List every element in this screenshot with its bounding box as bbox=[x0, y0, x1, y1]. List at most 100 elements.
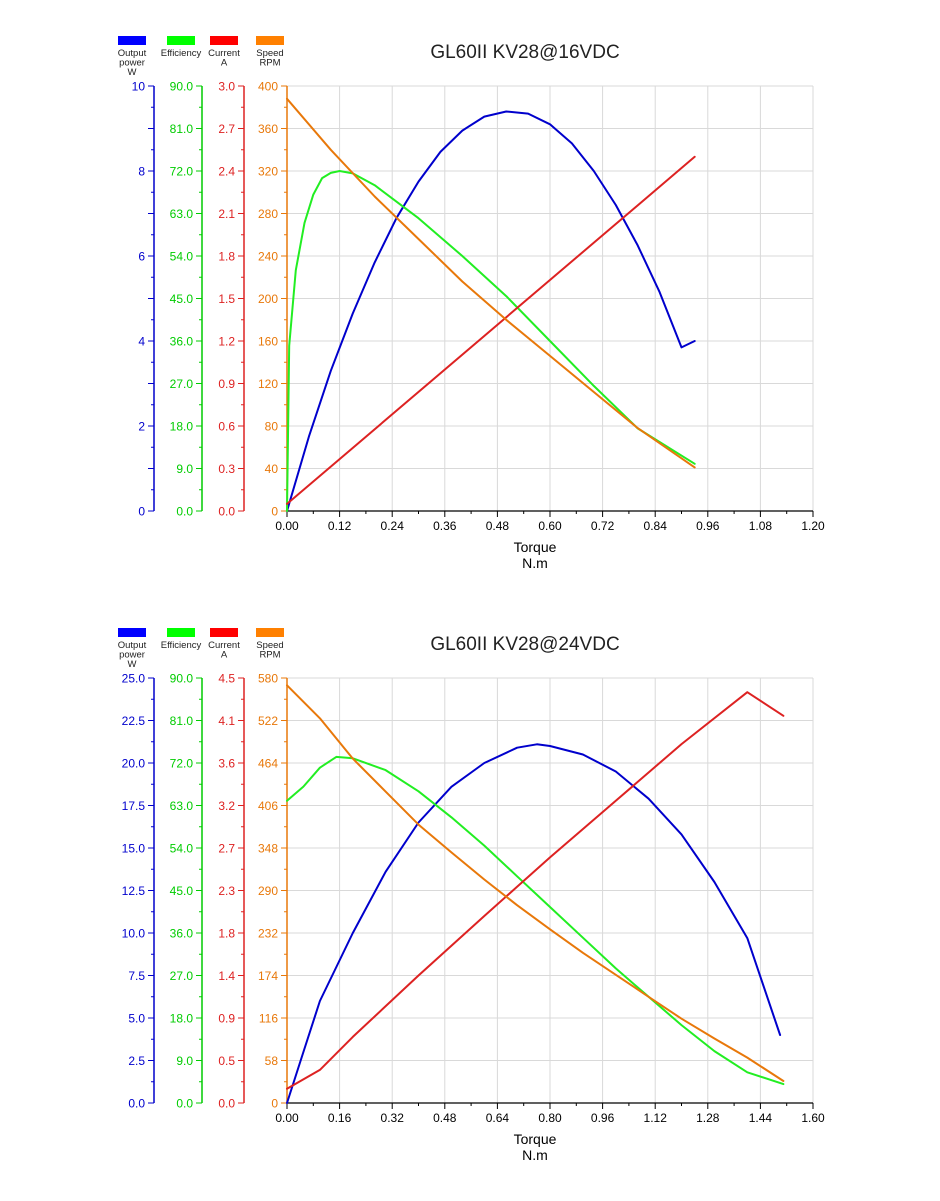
x-tick-label: 0.48 bbox=[433, 1111, 457, 1125]
y-tick-label: 3.0 bbox=[218, 80, 235, 94]
y-tick-label: 3.2 bbox=[218, 799, 235, 813]
y-tick-label: 360 bbox=[258, 122, 278, 136]
y-tick-label: 9.0 bbox=[176, 1054, 193, 1068]
series-line-power bbox=[286, 743, 782, 1104]
x-tick-label: 1.20 bbox=[801, 519, 825, 533]
y-tick-label: 81.0 bbox=[170, 122, 194, 136]
y-tick-label: 522 bbox=[258, 714, 278, 728]
x-tick-label: 0.96 bbox=[696, 519, 720, 533]
x-tick-label: 1.28 bbox=[696, 1111, 720, 1125]
y-tick-label: 27.0 bbox=[170, 969, 194, 983]
y-tick-label: 72.0 bbox=[170, 165, 194, 179]
y-tick-label: 2.1 bbox=[218, 207, 235, 221]
x-tick-label: 1.44 bbox=[749, 1111, 773, 1125]
y-tick-label: 2.5 bbox=[128, 1054, 145, 1068]
y-tick-label: 406 bbox=[258, 799, 278, 813]
y-tick-label: 1.5 bbox=[218, 292, 235, 306]
x-tick-label: 1.12 bbox=[644, 1111, 668, 1125]
y-tick-label: 81.0 bbox=[170, 714, 194, 728]
y-tick-label: 2.4 bbox=[218, 165, 235, 179]
grid bbox=[286, 677, 814, 1104]
legend-swatch-current bbox=[210, 628, 238, 637]
y-tick-label: 120 bbox=[258, 377, 278, 391]
y-tick-label: 15.0 bbox=[122, 842, 146, 856]
y-tick-label: 2.3 bbox=[218, 884, 235, 898]
y-tick-label: 0 bbox=[271, 505, 278, 519]
y-tick-label: 54.0 bbox=[170, 842, 194, 856]
y-axis-power: 0.0 2.5 5.0 7.5 10.0 12.5 15.0 17.5 20.0 22.5 25.0 bbox=[122, 672, 155, 1111]
y-tick-label: 22.5 bbox=[122, 714, 146, 728]
x-tick-label: 0.16 bbox=[328, 1111, 352, 1125]
x-tick-label: 0.60 bbox=[538, 519, 562, 533]
x-tick-label: 0.00 bbox=[275, 519, 299, 533]
y-tick-label: 18.0 bbox=[170, 420, 194, 434]
legend-label-power: Output bbox=[118, 640, 147, 651]
y-tick-label: 1.8 bbox=[218, 250, 235, 264]
y-tick-label: 6 bbox=[138, 250, 145, 264]
x-axis: 0.00 0.12 0.24 0.36 0.48 0.60 0.72 0.84 0.96 1.08… bbox=[275, 510, 825, 571]
x-tick-label: 1.08 bbox=[749, 519, 773, 533]
y-tick-label: 40 bbox=[265, 462, 279, 476]
y-tick-label: 9.0 bbox=[176, 462, 193, 476]
x-tick-label: 0.84 bbox=[644, 519, 668, 533]
y-tick-label: 17.5 bbox=[122, 799, 146, 813]
y-tick-label: 240 bbox=[258, 250, 278, 264]
legend-label-current: A bbox=[221, 650, 228, 661]
y-tick-label: 160 bbox=[258, 335, 278, 349]
y-axis-current: 0.0 0.3 0.6 0.9 1.2 1.5 1.8 2.1 2.4 2.7 3.0 bbox=[218, 80, 245, 519]
y-tick-label: 280 bbox=[258, 207, 278, 221]
legend-label-speed: Speed bbox=[256, 48, 283, 59]
y-axis-efficiency: 0.0 9.0 18.0 27.0 36.0 45.0 54.0 63.0 72.0 81.0 90… bbox=[170, 80, 203, 519]
y-tick-label: 0.9 bbox=[218, 1012, 235, 1026]
legend-label-power: power bbox=[119, 650, 145, 661]
y-tick-label: 0.3 bbox=[218, 462, 235, 476]
legend-label-efficiency: Efficiency bbox=[161, 640, 202, 651]
x-tick-label: 0.24 bbox=[381, 519, 405, 533]
series-line-efficiency bbox=[286, 755, 785, 1086]
y-tick-label: 0.0 bbox=[176, 1097, 193, 1111]
y-axis-current: 0.0 0.5 0.9 1.4 1.8 2.3 2.7 3.2 3.6 4.1 4.5 bbox=[218, 672, 245, 1111]
y-tick-label: 400 bbox=[258, 80, 278, 94]
y-tick-label: 320 bbox=[258, 165, 278, 179]
y-tick-label: 0.6 bbox=[218, 420, 235, 434]
legend-label-current: Current bbox=[208, 640, 240, 651]
series-line-speed bbox=[286, 684, 785, 1082]
y-tick-label: 0 bbox=[271, 1097, 278, 1111]
x-tick-label: 0.36 bbox=[433, 519, 457, 533]
legend-label-current: A bbox=[221, 58, 228, 69]
y-tick-label: 200 bbox=[258, 292, 278, 306]
y-tick-label: 36.0 bbox=[170, 927, 194, 941]
legend-label-speed: RPM bbox=[259, 58, 280, 69]
y-tick-label: 1.2 bbox=[218, 335, 235, 349]
legend-label-speed: RPM bbox=[259, 650, 280, 661]
x-tick-label: 0.96 bbox=[591, 1111, 615, 1125]
x-tick-label: 0.64 bbox=[486, 1111, 510, 1125]
y-tick-label: 27.0 bbox=[170, 377, 194, 391]
y-tick-label: 2.7 bbox=[218, 842, 235, 856]
y-tick-label: 290 bbox=[258, 884, 278, 898]
legend-label-speed: Speed bbox=[256, 640, 283, 651]
y-tick-label: 0.0 bbox=[218, 505, 235, 519]
y-tick-label: 20.0 bbox=[122, 757, 146, 771]
y-tick-label: 5.0 bbox=[128, 1012, 145, 1026]
legend-swatch-speed bbox=[256, 628, 284, 637]
y-tick-label: 0.9 bbox=[218, 377, 235, 391]
y-tick-label: 45.0 bbox=[170, 292, 194, 306]
y-tick-label: 10 bbox=[132, 80, 146, 94]
grid bbox=[286, 85, 814, 512]
legend-swatch-power bbox=[118, 628, 146, 637]
chart-title: GL60II KV28@16VDC bbox=[430, 42, 619, 63]
legend-swatch-efficiency bbox=[167, 628, 195, 637]
x-tick-label: 0.72 bbox=[591, 519, 615, 533]
y-tick-label: 348 bbox=[258, 842, 278, 856]
legend-label-efficiency: Efficiency bbox=[161, 48, 202, 59]
y-tick-label: 1.4 bbox=[218, 969, 235, 983]
x-tick-label: 0.32 bbox=[381, 1111, 405, 1125]
y-tick-label: 4 bbox=[138, 335, 145, 349]
y-tick-label: 580 bbox=[258, 672, 278, 686]
x-axis-label: Torque bbox=[514, 539, 557, 555]
x-axis: 0.00 0.16 0.32 0.48 0.64 0.80 0.96 1.12 1.28 1.44… bbox=[275, 1102, 825, 1163]
y-tick-label: 174 bbox=[258, 969, 278, 983]
